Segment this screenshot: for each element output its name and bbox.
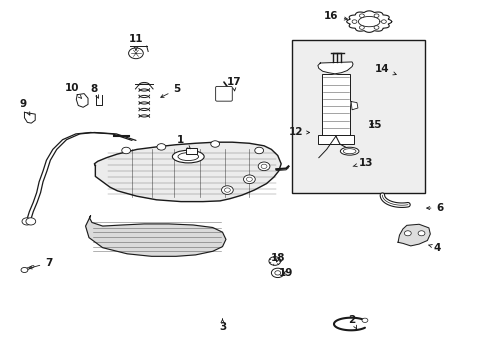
Circle shape <box>417 231 424 236</box>
Text: 5: 5 <box>161 84 180 97</box>
Polygon shape <box>76 94 88 107</box>
Circle shape <box>271 268 284 278</box>
Text: 4: 4 <box>427 243 441 253</box>
Text: 8: 8 <box>91 84 98 98</box>
Circle shape <box>373 14 378 18</box>
Text: 10: 10 <box>64 83 81 98</box>
Circle shape <box>359 26 364 29</box>
Circle shape <box>128 48 143 59</box>
Circle shape <box>258 162 269 171</box>
Ellipse shape <box>340 147 358 155</box>
Circle shape <box>246 177 252 181</box>
Text: 15: 15 <box>367 120 382 130</box>
Bar <box>292 40 425 193</box>
Text: 13: 13 <box>352 158 372 168</box>
Text: 7: 7 <box>29 258 53 269</box>
Circle shape <box>26 218 36 225</box>
Text: 11: 11 <box>128 34 143 50</box>
Circle shape <box>210 141 219 147</box>
Text: 16: 16 <box>324 11 347 21</box>
Polygon shape <box>317 62 352 74</box>
Text: 19: 19 <box>278 268 293 278</box>
Circle shape <box>21 267 28 273</box>
Text: 17: 17 <box>226 77 241 91</box>
Circle shape <box>361 318 367 323</box>
Circle shape <box>22 218 32 225</box>
Circle shape <box>122 147 130 154</box>
Text: 9: 9 <box>20 99 30 115</box>
Circle shape <box>254 147 263 154</box>
Polygon shape <box>94 142 281 202</box>
Text: 14: 14 <box>374 64 395 75</box>
Circle shape <box>157 144 165 150</box>
Circle shape <box>221 186 233 194</box>
Polygon shape <box>350 102 357 110</box>
Circle shape <box>359 14 364 18</box>
Ellipse shape <box>178 153 198 161</box>
Text: 3: 3 <box>219 319 225 332</box>
Polygon shape <box>397 224 429 246</box>
Circle shape <box>404 231 410 236</box>
Circle shape <box>351 20 356 23</box>
Ellipse shape <box>343 149 355 154</box>
Polygon shape <box>24 112 35 123</box>
Ellipse shape <box>172 150 204 163</box>
Circle shape <box>268 257 280 265</box>
Circle shape <box>261 164 266 168</box>
Circle shape <box>274 271 280 275</box>
Circle shape <box>243 175 255 184</box>
FancyBboxPatch shape <box>215 86 232 101</box>
Circle shape <box>381 20 386 23</box>
Circle shape <box>224 188 230 192</box>
Text: 1: 1 <box>177 135 190 149</box>
Text: 18: 18 <box>270 253 285 264</box>
Bar <box>321 74 349 137</box>
Bar <box>185 148 196 154</box>
Text: 2: 2 <box>348 315 356 329</box>
Text: 6: 6 <box>426 203 443 213</box>
Circle shape <box>373 26 378 29</box>
Bar <box>317 135 353 144</box>
Text: 12: 12 <box>288 127 309 138</box>
Polygon shape <box>85 216 225 256</box>
